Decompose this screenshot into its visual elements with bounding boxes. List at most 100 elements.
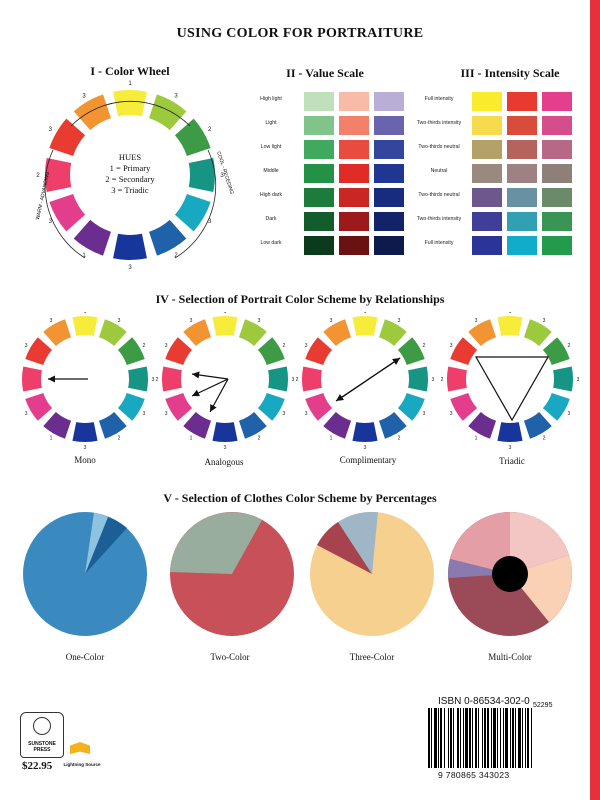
relationship-wheel-2-segment-10 [162,366,182,392]
relationship-wheel-4-number-8: 1 [475,436,478,442]
relationship-wheel-4-segment-2 [523,319,552,347]
complimentary-wheel: 1 3 2 3 3 2 3 1 3 2 3 3 [296,312,435,451]
relationship-wheel-4-number-6: 2 [543,436,546,442]
legend-primary: 1 = Primary [109,163,151,173]
relationship-wheel-2-number-5: 3 [282,411,285,417]
relationship-wheel-1-number-4: 3 [152,377,155,383]
barcode-bar [453,708,454,768]
relationship-wheel-2-segment-8 [183,411,212,439]
relationship-wheel-4-segment-8 [468,411,497,439]
barcode-bar [431,708,432,768]
caption-mono: Mono [74,455,96,465]
intensity-scale-row-label-6: Two-thirds intensity [416,216,462,222]
analogous-wheel: 1 3 2 3 3 2 3 1 3 2 3 3 [156,312,295,451]
relationship-wheel-4-number-7: 3 [509,445,512,451]
pie-three-blue-slice [338,512,378,574]
color-wheel-number-10: 2 [36,173,40,179]
relationship-wheel-2-number-4: 3 [292,377,295,383]
relationship-wheel-1-segment-2 [98,319,127,347]
color-wheel-segment-10 [44,158,72,192]
barcode-bar [510,708,511,768]
isbn-label: ISBN 0-86534-302-0 [438,696,530,707]
relationship-wheel-1-number-11: 3 [25,343,28,349]
barcode-bar [457,708,459,768]
barcode-bar [493,708,496,768]
color-wheel-segment-6 [149,219,187,256]
color-wheel-number-2: 3 [174,93,178,99]
barcode-bar [450,708,452,768]
value-scale-row-label-7: Low dark [260,240,282,246]
right-edge-bar [590,0,600,800]
color-wheel-segment-11 [49,118,86,156]
caption-analogous: Analogous [204,457,244,467]
relationship-wheel-4-segment-1 [497,316,523,336]
value-scale-swatch-c2-r7 [339,236,369,255]
relationship-wheel-1-segment-8 [43,411,72,439]
intensity-scale-swatch-c3-r2 [542,116,572,135]
relationship-wheel-3-number-12: 3 [330,318,333,324]
color-wheel-number-1: 1 [128,81,132,87]
relationship-wheel-3-number-4: 3 [432,377,435,383]
relationship-wheel-1-number-12: 3 [50,318,53,324]
barcode-bar [469,708,471,768]
value-scale-swatch-c2-r5 [339,188,369,207]
relationship-wheel-2-number-9: 3 [165,411,168,417]
barcode-bar [434,708,437,768]
value-scale-swatch-c3-r1 [374,92,404,111]
intensity-scale-swatch-c1-r2 [472,116,502,135]
relationship-wheel-1-number-2: 3 [118,318,121,324]
caption-two-color: Two-Color [210,652,250,662]
complimentary-arrow-b [335,357,401,402]
relationship-wheel-4-number-10: 2 [441,377,444,383]
relationship-wheel-4-number-1: 1 [509,312,512,315]
barcode-bar [438,708,439,768]
relationship-wheel-3-number-7: 3 [364,445,367,451]
barcode-bar [487,708,489,768]
relationship-wheel-1-number-3: 2 [142,343,145,349]
triadic-triangle [474,356,550,422]
color-wheel-segment-12 [73,94,111,131]
intensity-scale-row-label-1: Full intensity [424,96,454,102]
color-wheel-number-9: 3 [49,219,53,225]
value-scale-row-label-5: High dark [259,192,283,198]
value-scale-swatch-c3-r2 [374,116,404,135]
barcode-bar [503,708,504,768]
barcode-bar [465,708,468,768]
page-title: USING COLOR FOR PORTRAITURE [176,26,424,41]
barcode-bar [440,708,442,768]
pie-one-color [23,512,147,636]
relationship-wheel-2-number-3: 2 [282,343,285,349]
barcode-bar [518,708,521,768]
color-wheel-segment-2 [149,94,187,131]
value-scale-swatch-c3-r6 [374,212,404,231]
color-wheel-number-8: 1 [82,253,86,259]
color-wheel-segment-9 [49,194,86,232]
barcode [428,708,532,768]
relationship-wheel-1-segment-5 [117,392,145,421]
analogous-arrow-3 [209,378,229,413]
value-scale-swatch-c2-r1 [339,92,369,111]
pie-multi-center [492,556,528,592]
barcode-bar [463,708,464,768]
hues-title: HUES [118,152,142,162]
value-scale-swatch-c3-r5 [374,188,404,207]
color-wheel-number-11: 3 [49,127,53,133]
barcode-bar [522,708,523,768]
value-scale-row-label-2: Light [265,120,277,126]
color-wheel-number-6: 2 [174,253,178,259]
barcode-bar [460,708,461,768]
intensity-scale-swatch-c3-r5 [542,188,572,207]
relationship-wheel-3-segment-12 [323,319,352,347]
value-scale-swatch-c1-r1 [304,92,334,111]
relationship-wheel-3-number-10: 2 [296,377,299,383]
barcode-bar [527,708,529,768]
color-wheel-segment-5 [174,194,211,232]
relationship-wheel-3-number-5: 3 [422,411,425,417]
caption-complimentary: Complimentary [339,455,397,465]
relationship-wheel-2-segment-5 [257,392,285,421]
value-scale-row-label-4: Middle [263,168,279,174]
relationship-wheel-1-segment-6 [98,411,127,439]
caption-multi-color: Multi-Color [488,652,532,662]
